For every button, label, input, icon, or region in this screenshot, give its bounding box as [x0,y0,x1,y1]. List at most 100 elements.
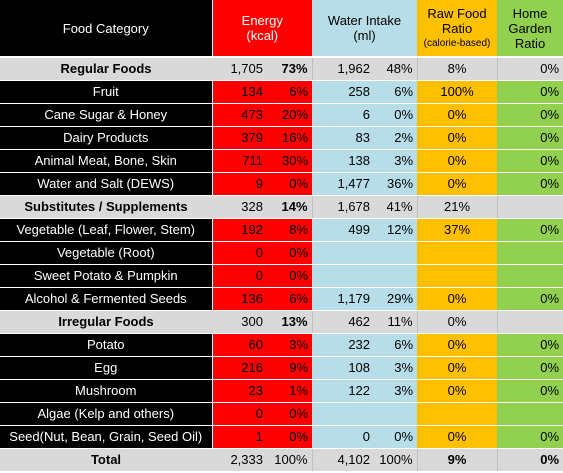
home-garden-ratio-cell: 0% [497,356,563,380]
energy-pct-cell: 6% [267,80,313,104]
raw-food-ratio-cell: 9% [417,448,498,472]
energy-kcal-cell: 300 [212,310,267,334]
water-pct-cell: 3% [374,149,418,173]
food-category-cell: Mushroom [0,379,213,403]
water-ml-cell [312,241,375,265]
energy-kcal-cell: 0 [212,402,267,426]
water-pct-cell [374,402,418,426]
raw-food-ratio-cell: 0% [417,287,498,311]
table-row: Alcohol & Fermented Seeds 136 6% 1,179 29% 0%… [0,287,563,311]
energy-kcal-cell: 9 [212,172,267,196]
energy-kcal-cell: 328 [212,195,267,219]
food-category-cell: Cane Sugar & Honey [0,103,213,127]
food-category-cell: Irregular Foods [0,310,212,334]
water-ml-cell: 1,678 [312,195,375,219]
home-garden-ratio-cell: 0% [497,126,563,150]
table-row: Water and Salt (DEWS) 9 0% 1,477 36% 0% 0% [0,172,563,196]
food-category-cell: Regular Foods [0,57,212,81]
energy-pct-cell: 1% [267,379,313,403]
water-pct-cell: 0% [374,425,418,449]
header-energy: Energy (kcal) [212,0,313,58]
energy-kcal-cell: 192 [212,218,267,242]
water-ml-cell [312,402,375,426]
home-garden-ratio-cell: 0% [497,448,563,472]
home-garden-ratio-cell: 0% [497,80,563,104]
raw-food-ratio-cell: 0% [417,333,498,357]
water-ml-cell: 0 [312,425,375,449]
header-water-intake: Water Intake (ml) [312,0,418,58]
food-category-cell: Water and Salt (DEWS) [0,172,213,196]
food-category-cell: Egg [0,356,213,380]
home-garden-ratio-cell: 0% [497,287,563,311]
total-row: Total 2,333 100% 4,102 100% 9% 0% [0,448,563,472]
table-row: Egg 216 9% 108 3% 0% 0% [0,356,563,380]
energy-kcal-cell: 60 [212,333,267,357]
water-pct-cell: 100% [374,448,418,472]
energy-pct-cell: 6% [267,287,313,311]
water-ml-cell: 1,179 [312,287,375,311]
table-row: Cane Sugar & Honey 473 20% 6 0% 0% 0% [0,103,563,127]
energy-kcal-cell: 136 [212,287,267,311]
table-row: Algae (Kelp and others) 0 0% [0,402,563,426]
energy-kcal-cell: 0 [212,264,267,288]
water-pct-cell: 12% [374,218,418,242]
raw-food-ratio-cell: 0% [417,172,498,196]
water-ml-cell: 1,962 [312,57,375,81]
food-category-cell: Animal Meat, Bone, Skin [0,149,213,173]
home-garden-ratio-cell [497,241,563,265]
energy-pct-cell: 30% [267,149,313,173]
water-ml-cell: 122 [312,379,375,403]
table-row: Dairy Products 379 16% 83 2% 0% 0% [0,126,563,150]
energy-kcal-cell: 216 [212,356,267,380]
water-pct-cell: 29% [374,287,418,311]
table-row: Vegetable (Root) 0 0% [0,241,563,265]
water-ml-cell: 4,102 [312,448,375,472]
raw-food-ratio-cell: 0% [417,425,498,449]
home-garden-ratio-cell: 0% [497,57,563,81]
header-row: Food Category Energy (kcal) Water Intake(… [0,0,563,58]
table-row: Fruit 134 6% 258 6% 100% 0% [0,80,563,104]
group-row: Regular Foods 1,705 73% 1,962 48% 8% 0% [0,57,563,81]
header-raw-food-ratio: Raw Food Ratio (calorie-based) [417,0,498,58]
water-pct-cell: 3% [374,379,418,403]
energy-kcal-cell: 0 [212,241,267,265]
food-category-cell: Algae (Kelp and others) [0,402,213,426]
raw-food-ratio-cell: 0% [417,356,498,380]
energy-pct-cell: 73% [267,57,313,81]
home-garden-ratio-cell [497,402,563,426]
food-category-cell: Vegetable (Leaf, Flower, Stem) [0,218,213,242]
energy-kcal-cell: 23 [212,379,267,403]
food-category-cell: Sweet Potato & Pumpkin [0,264,213,288]
energy-pct-cell: 16% [267,126,313,150]
water-ml-cell: 232 [312,333,375,357]
food-category-cell: Dairy Products [0,126,213,150]
water-ml-cell: 499 [312,218,375,242]
raw-food-ratio-cell [417,264,498,288]
water-ml-cell: 258 [312,80,375,104]
energy-pct-cell: 20% [267,103,313,127]
water-pct-cell: 6% [374,333,418,357]
water-ml-cell: 462 [312,310,375,334]
table-row: Potato 60 3% 232 6% 0% 0% [0,333,563,357]
energy-kcal-cell: 1 [212,425,267,449]
food-category-cell: Alcohol & Fermented Seeds [0,287,213,311]
raw-food-ratio-cell [417,241,498,265]
energy-pct-cell: 100% [267,448,313,472]
water-pct-cell: 48% [374,57,418,81]
raw-food-ratio-cell [417,402,498,426]
home-garden-ratio-cell: 0% [497,149,563,173]
food-category-cell: Vegetable (Root) [0,241,213,265]
energy-pct-cell: 0% [267,264,313,288]
home-garden-ratio-cell: 0% [497,379,563,403]
food-category-cell: Seed(Nut, Bean, Grain, Seed Oil) [0,425,213,449]
table-row: Animal Meat, Bone, Skin 711 30% 138 3% 0% 0% [0,149,563,173]
water-pct-cell: 6% [374,80,418,104]
water-pct-cell: 2% [374,126,418,150]
energy-pct-cell: 0% [267,241,313,265]
energy-pct-cell: 3% [267,333,313,357]
raw-food-ratio-cell: 0% [417,379,498,403]
water-ml-cell: 138 [312,149,375,173]
table-row: Seed(Nut, Bean, Grain, Seed Oil) 1 0% 0 0% 0%… [0,425,563,449]
water-pct-cell [374,241,418,265]
